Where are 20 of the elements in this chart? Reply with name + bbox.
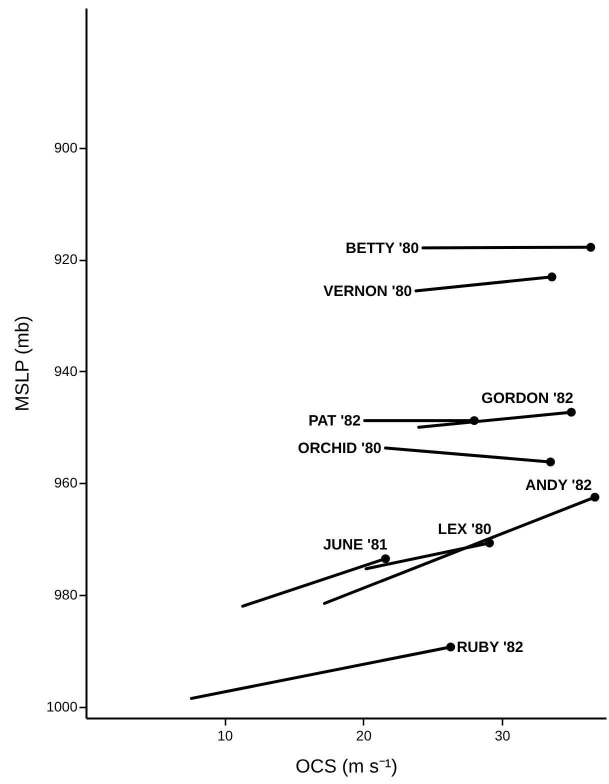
series-label: JUNE '81 xyxy=(323,536,388,554)
series-label: VERNON '80 xyxy=(323,282,412,300)
y-tick-label: 980 xyxy=(54,586,78,603)
series-label: RUBY '82 xyxy=(456,639,524,656)
series-label: BETTY '80 xyxy=(346,240,419,257)
x-tick-label: 20 xyxy=(356,728,372,744)
y-tick-label: 900 xyxy=(54,139,78,156)
series-label: ANDY '82 xyxy=(525,477,592,494)
series-label: ORCHID '80 xyxy=(298,440,382,457)
x-tick-label: 30 xyxy=(494,728,510,744)
series-label: PAT '82 xyxy=(308,412,361,430)
x-tick-label: 10 xyxy=(217,728,234,744)
x-axis-title: OCS (m s⁻¹) xyxy=(295,756,398,778)
y-axis-title: MSLP (mb) xyxy=(12,316,34,412)
y-tick-label: 940 xyxy=(54,362,78,379)
series-label: GORDON '82 xyxy=(481,390,574,408)
series-label: LEX '80 xyxy=(438,521,492,538)
y-tick-label: 960 xyxy=(54,474,78,491)
y-tick-label: 920 xyxy=(54,251,78,268)
y-tick-label: 1000 xyxy=(46,698,78,714)
